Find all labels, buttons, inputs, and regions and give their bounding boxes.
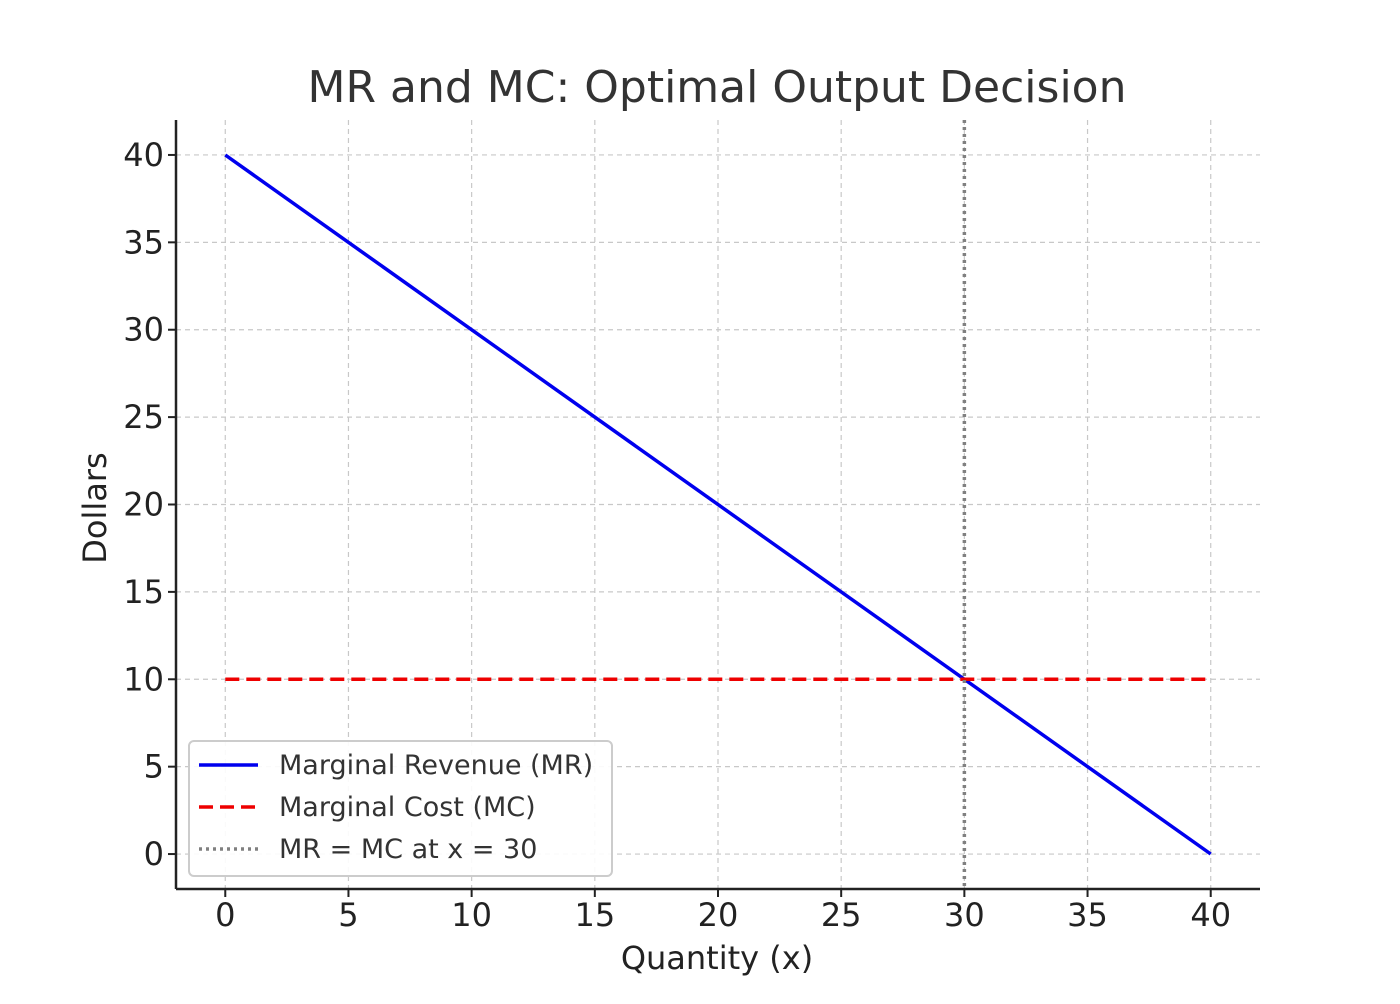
y-tick-label: 25 [123, 398, 164, 436]
y-axis-label: Dollars [76, 452, 114, 563]
axis-ticks: 0 5 10 15 20 25 30 35 40 0 5 10 15 20 25 30 35 40 [123, 136, 1231, 934]
legend: Marginal Revenue (MR) Marginal Cost (MC) M… [188, 740, 613, 877]
legend-box [188, 740, 613, 877]
y-tick-label: 10 [123, 660, 164, 698]
x-axis-label: Quantity (x) [621, 939, 813, 977]
y-tick-label: 15 [123, 573, 164, 611]
x-tick-label: 40 [1190, 896, 1231, 934]
y-tick-label: 20 [123, 486, 164, 524]
x-tick-label: 5 [338, 896, 358, 934]
y-tick-label: 40 [123, 136, 164, 174]
legend-label: MR = MC at x = 30 [279, 834, 537, 865]
x-tick-label: 0 [215, 896, 235, 934]
chart-title: MR and MC: Optimal Output Decision [307, 62, 1126, 113]
x-tick-label: 25 [821, 896, 862, 934]
plot-series [224, 120, 1212, 889]
legend-label: Marginal Revenue (MR) [279, 750, 593, 781]
y-tick-label: 35 [123, 223, 164, 261]
y-tick-label: 5 [144, 748, 164, 786]
legend-label: Marginal Cost (MC) [279, 792, 536, 823]
x-tick-label: 10 [451, 896, 492, 934]
y-tick-label: 30 [123, 311, 164, 349]
y-tick-label: 0 [144, 835, 164, 873]
x-tick-label: 35 [1067, 896, 1108, 934]
x-tick-label: 15 [574, 896, 615, 934]
x-tick-label: 30 [944, 896, 985, 934]
mr-line [224, 153, 1212, 856]
legend-entries: Marginal Revenue (MR) Marginal Cost (MC) M… [199, 750, 593, 865]
x-tick-label: 20 [698, 896, 739, 934]
